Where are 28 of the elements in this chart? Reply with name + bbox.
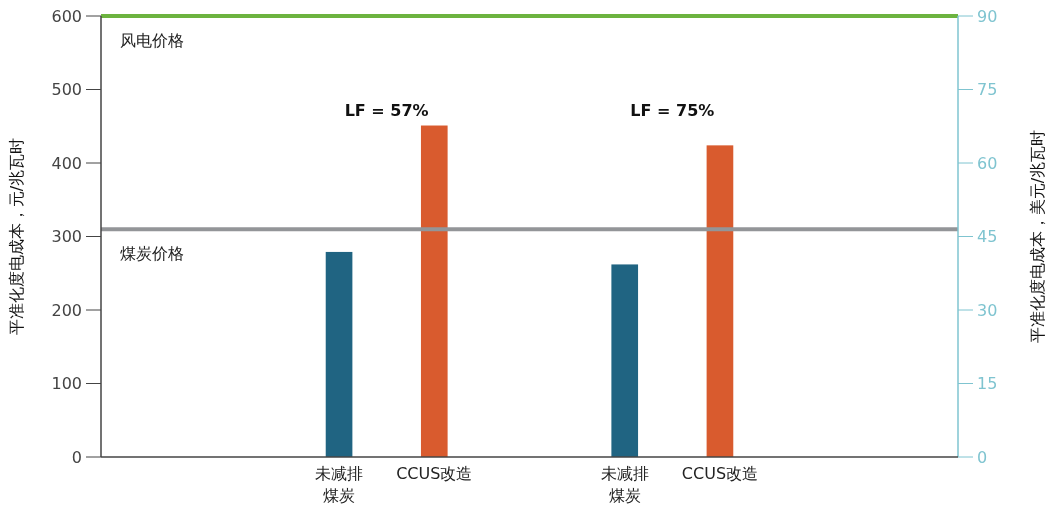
y-tick-label: 200 (51, 300, 82, 320)
y-tick-label: 100 (51, 374, 82, 394)
y2-tick-label: 30 (977, 300, 998, 320)
y2-tick-label: 0 (977, 447, 988, 467)
y2-tick-label: 60 (977, 153, 998, 173)
y2-axis-title: 平准化度电成本，美元/兆瓦时 (1028, 129, 1047, 344)
bar (325, 251, 353, 457)
annotation: LF = 75% (630, 100, 715, 120)
ref-line-label: 煤炭价格 (120, 244, 184, 264)
y2-tick-label: 15 (977, 374, 998, 394)
y-tick-label: 500 (51, 80, 82, 100)
y-tick-label: 600 (51, 6, 82, 26)
y2-tick-label: 90 (977, 6, 998, 26)
y-tick-label: 400 (51, 153, 82, 173)
x-tick-label: CCUS改造 (396, 464, 473, 483)
y-tick-label: 300 (51, 227, 82, 247)
y2-tick-label: 75 (977, 80, 998, 100)
annotation: LF = 57% (344, 100, 429, 120)
y2-tick-label: 45 (977, 227, 998, 247)
ref-line-label: 风电价格 (120, 31, 184, 50)
bar (420, 125, 448, 457)
y-tick-label: 0 (71, 447, 82, 467)
bar (706, 145, 734, 457)
bar (611, 264, 639, 457)
x-tick-label: 未减排煤炭 (315, 464, 364, 505)
x-tick-label: 未减排煤炭 (600, 464, 649, 505)
x-tick-label: CCUS改造 (681, 464, 759, 483)
y-axis-title: 平准化度电成本，元/兆瓦时 (7, 137, 26, 336)
